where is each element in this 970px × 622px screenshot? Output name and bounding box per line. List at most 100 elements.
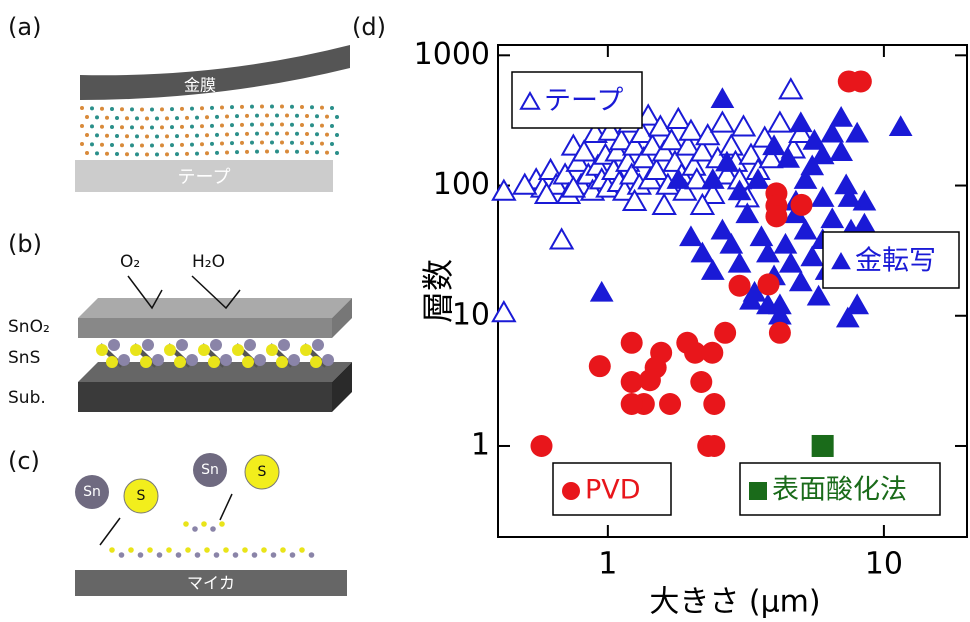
lattice-atom [205,115,209,119]
point [703,435,725,457]
lattice-atom [315,132,319,136]
atom-s [198,344,210,356]
lattice-atom [160,107,164,111]
lattice-atom [230,105,234,109]
lattice-atom [235,150,239,154]
point [702,260,724,279]
lattice-atom [270,123,274,127]
lattice-atom [290,141,294,145]
point [714,322,736,344]
chain-atom [109,547,115,553]
lattice-atom [205,133,209,137]
chain-atom [195,552,201,558]
point [621,332,643,354]
legend-marker [562,482,580,500]
lattice-atom [330,124,334,128]
layer-label: Sub. [8,388,46,408]
y-tick-label: 10 [452,297,490,332]
point [690,371,712,393]
point [791,194,813,216]
lattice-atom [135,116,139,120]
legend-label: テープ [544,86,623,117]
atom-s [276,356,288,368]
lattice-atom [180,125,184,129]
point [780,79,802,98]
lattice-atom [235,132,239,136]
lattice-atom [150,107,154,111]
lattice-atom [265,114,269,118]
chain-atom [271,552,277,558]
lattice-atom [125,152,129,156]
point [801,247,823,266]
lattice-atom [155,134,159,138]
lattice-atom [170,125,174,129]
lattice-atom [95,115,99,119]
lattice-atom [215,151,219,155]
atom-s [130,344,142,356]
lattice-atom [265,150,269,154]
point [830,107,852,126]
lattice-atom [115,134,119,138]
atom-sn [278,339,290,351]
lattice-atom [260,141,264,145]
point [846,294,868,313]
lattice-atom [220,105,224,109]
lattice-atom [115,152,119,156]
lattice-atom [300,105,304,109]
point [589,355,611,377]
lattice-atom [320,142,324,146]
panel-label: (c) [8,447,40,475]
lattice-atom [130,107,134,111]
lattice-atom [125,116,129,120]
lattice-atom [140,143,144,147]
lattice-atom [235,114,239,118]
point [790,272,812,291]
lattice-atom [210,124,214,128]
lattice-atom [95,133,99,137]
lattice-atom [145,152,149,156]
point [621,371,643,393]
substrate [78,382,332,412]
atom-s [266,344,278,356]
lattice-atom [190,143,194,147]
lattice-atom [105,116,109,120]
lattice-atom [305,132,309,136]
lattice-atom [295,132,299,136]
point [835,175,857,194]
lattice-atom [190,125,194,129]
lattice-atom [270,141,274,145]
layer-label: SnO₂ [8,317,50,337]
lattice-atom [335,151,339,155]
point [780,253,802,272]
lattice-atom [305,114,309,118]
point [701,342,723,364]
atom-sn [186,354,198,366]
point [790,112,812,131]
lattice-atom [270,105,274,109]
figure: (a) 金膜 テープ (b) SnO₂ SnS Sub. O₂ H₂O (c) … [0,0,970,622]
lattice-atom [260,123,264,127]
lattice-atom [160,143,164,147]
lattice-atom [250,123,254,127]
panel-a: (a) 金膜 テープ [8,13,350,192]
lattice-atom [160,125,164,129]
lattice-atom [175,134,179,138]
panel-b: (b) SnO₂ SnS Sub. O₂ H₂O [8,230,352,412]
lattice-atom [255,132,259,136]
lattice-atom [135,134,139,138]
lattice-atom [255,150,259,154]
lattice-atom [325,115,329,119]
lattice-atom [230,123,234,127]
lattice-atom [330,106,334,110]
point [703,393,725,415]
lattice-atom [280,123,284,127]
lattice-atom [100,107,104,111]
lattice-atom [180,107,184,111]
lattice-atom [240,141,244,145]
lattice-atom [140,125,144,129]
atom-sn [142,339,154,351]
lattice-atom [100,125,104,129]
lattice-atom [105,134,109,138]
lattice-atom [165,134,169,138]
atom-s [300,344,312,356]
